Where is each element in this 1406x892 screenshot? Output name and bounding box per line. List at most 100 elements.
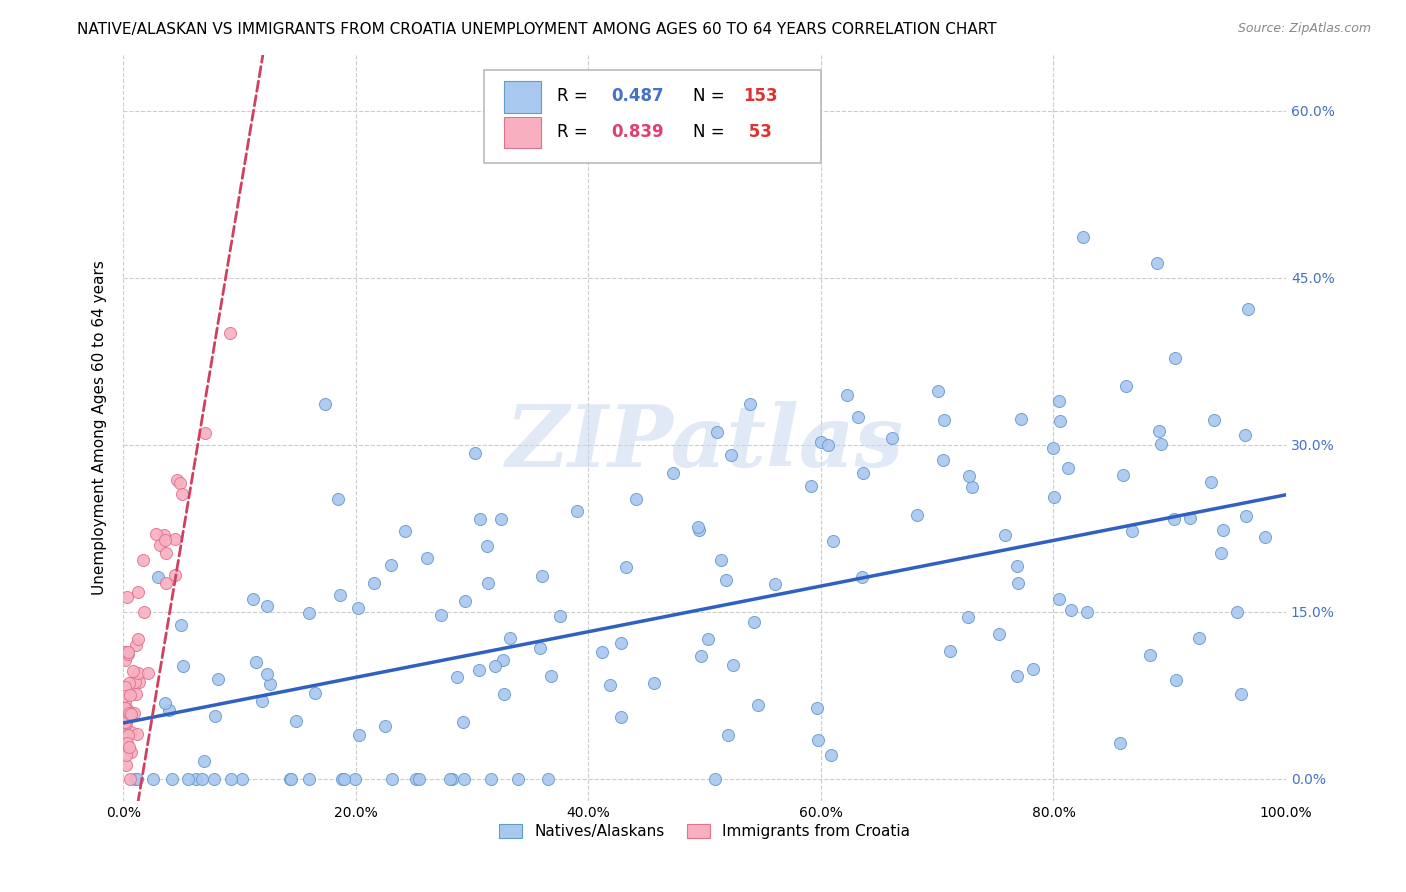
Point <box>1060 603 1083 617</box>
Point <box>278 772 301 786</box>
Point <box>374 719 396 733</box>
Point <box>810 434 832 449</box>
Point <box>115 590 138 604</box>
Point <box>1076 606 1098 620</box>
Point <box>117 647 139 661</box>
Point <box>259 677 281 691</box>
Point <box>817 438 839 452</box>
Point <box>124 772 146 786</box>
Point <box>114 748 136 763</box>
Point <box>363 576 385 591</box>
Point <box>127 727 149 741</box>
Point <box>280 772 302 786</box>
Point <box>1042 441 1064 455</box>
Point <box>118 676 141 690</box>
Point <box>416 551 439 566</box>
Point <box>114 716 136 731</box>
Point <box>125 638 148 652</box>
Point <box>256 599 278 613</box>
Point <box>1147 425 1170 439</box>
Point <box>120 772 142 786</box>
Text: 0.487: 0.487 <box>612 87 664 105</box>
Point <box>1139 648 1161 662</box>
Point <box>314 397 336 411</box>
Point <box>117 645 139 659</box>
Text: NATIVE/ALASKAN VS IMMIGRANTS FROM CROATIA UNEMPLOYMENT AMONG AGES 60 TO 64 YEARS: NATIVE/ALASKAN VS IMMIGRANTS FROM CROATI… <box>77 22 997 37</box>
Point <box>846 409 869 424</box>
Point <box>806 700 828 714</box>
Point <box>115 736 138 750</box>
Point <box>333 772 356 786</box>
Point <box>256 667 278 681</box>
Point <box>686 520 709 534</box>
Point <box>1254 530 1277 544</box>
Point <box>1043 490 1066 504</box>
Point <box>114 758 136 772</box>
Text: R =: R = <box>557 123 593 141</box>
Point <box>1049 414 1071 428</box>
Point <box>468 663 491 677</box>
Point <box>1188 631 1211 645</box>
Point <box>1180 511 1202 525</box>
Point <box>184 772 207 786</box>
Point <box>614 560 637 574</box>
Point <box>163 533 186 547</box>
Point <box>343 772 366 786</box>
Point <box>537 772 560 786</box>
Point <box>114 738 136 752</box>
Point <box>610 636 633 650</box>
Point <box>747 698 769 713</box>
Point <box>202 772 225 786</box>
Point <box>690 649 713 664</box>
Point <box>807 733 830 747</box>
FancyBboxPatch shape <box>503 117 541 148</box>
Point <box>155 575 177 590</box>
Point <box>252 694 274 708</box>
Point <box>1010 412 1032 426</box>
FancyBboxPatch shape <box>484 70 821 163</box>
Point <box>165 568 187 582</box>
Point <box>1022 661 1045 675</box>
Point <box>624 491 647 506</box>
Point <box>114 681 136 695</box>
Point <box>1109 736 1132 750</box>
Point <box>591 645 613 659</box>
Point <box>1234 508 1257 523</box>
Point <box>114 714 136 729</box>
Point <box>852 467 875 481</box>
Point <box>394 524 416 538</box>
Point <box>1204 413 1226 427</box>
Point <box>1111 467 1133 482</box>
Point <box>957 468 980 483</box>
Point <box>117 728 139 742</box>
Point <box>120 706 142 721</box>
FancyBboxPatch shape <box>503 81 541 112</box>
Point <box>148 569 170 583</box>
Text: 0.839: 0.839 <box>612 123 664 141</box>
Point <box>1226 605 1249 619</box>
Point <box>127 772 149 786</box>
Text: R =: R = <box>557 87 593 105</box>
Point <box>1115 379 1137 393</box>
Point <box>1199 475 1222 489</box>
Point <box>169 475 191 490</box>
Point <box>1164 673 1187 687</box>
Point <box>153 528 176 542</box>
Point <box>157 702 180 716</box>
Point <box>120 724 142 739</box>
Point <box>231 772 253 786</box>
Point <box>1211 546 1233 560</box>
Point <box>851 570 873 584</box>
Point <box>330 772 353 786</box>
Point <box>125 687 148 701</box>
Point <box>172 658 194 673</box>
Point <box>439 772 461 786</box>
Point <box>170 487 193 501</box>
Point <box>454 594 477 608</box>
Point <box>114 694 136 708</box>
Point <box>127 666 149 681</box>
Point <box>540 669 562 683</box>
Point <box>160 772 183 786</box>
Point <box>132 605 155 619</box>
Point <box>720 448 742 462</box>
